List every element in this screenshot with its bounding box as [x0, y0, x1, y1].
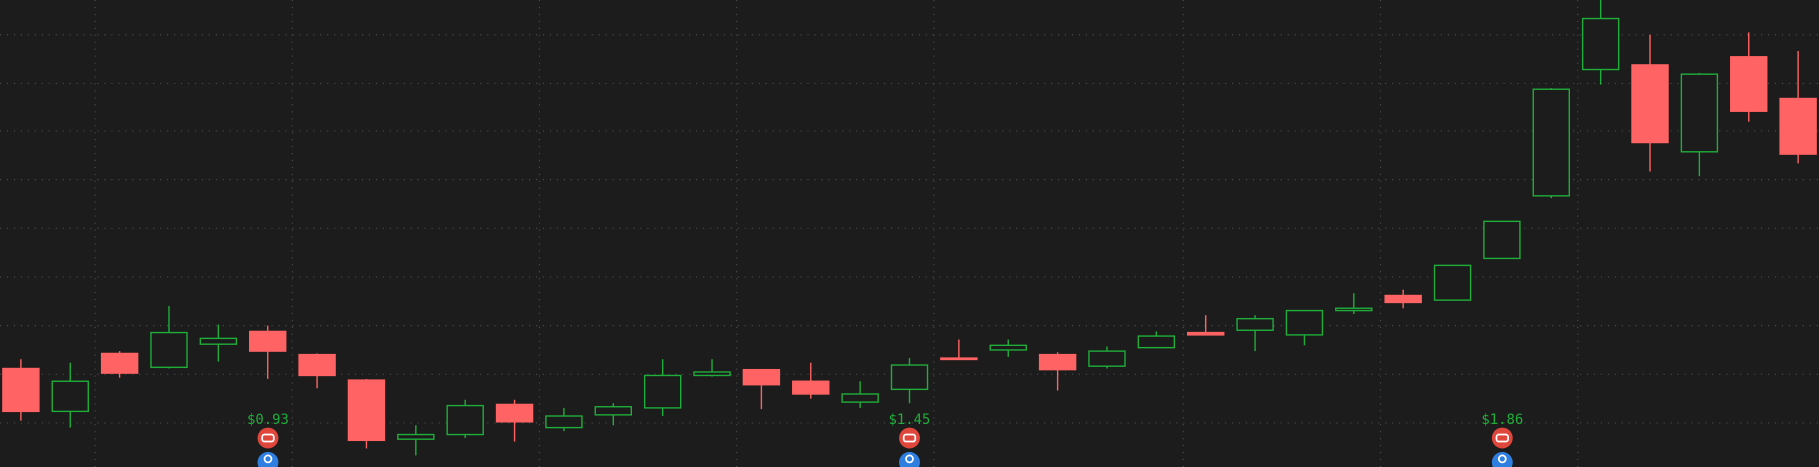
candle-body: [594, 406, 633, 416]
event-markers: $0.93 $1.45 $1.86: [247, 412, 1523, 467]
annotation: $0.93: [247, 412, 289, 428]
candle-body: [841, 393, 879, 403]
candle-body: [742, 368, 781, 386]
candle-body: [1285, 309, 1324, 336]
annotation: $1.86: [1481, 412, 1523, 428]
candle-body: [298, 353, 336, 377]
candles: [2, 0, 1817, 456]
candle-body: [199, 337, 238, 345]
candle-body: [1483, 220, 1521, 260]
candle-body: [249, 330, 287, 352]
candle-body: [1433, 264, 1472, 301]
candle-body: [1581, 17, 1620, 71]
candle-body: [1137, 335, 1176, 349]
candle-body: [1384, 294, 1422, 304]
candle-body: [495, 403, 534, 423]
candle-body: [1680, 73, 1719, 153]
candle-body: [1038, 353, 1077, 371]
candle-body: [51, 380, 89, 413]
candle-body: [989, 344, 1027, 351]
candle-body: [1730, 56, 1768, 112]
annotation: $1.45: [889, 412, 931, 428]
earnings-icon[interactable]: [1491, 427, 1513, 467]
candle-body: [100, 352, 139, 374]
candle-body: [150, 331, 188, 369]
candle-body: [2, 367, 40, 413]
candle-body: [1236, 317, 1274, 331]
candle-body: [693, 371, 731, 377]
candle-body: [1532, 88, 1570, 197]
candle-body: [446, 404, 484, 436]
earnings-icon[interactable]: [899, 427, 920, 467]
earnings-icon[interactable]: [257, 427, 279, 467]
candle-body: [940, 357, 978, 361]
candle-body: [545, 415, 583, 429]
candle-body: [1631, 64, 1669, 144]
candle-body: [1779, 97, 1817, 155]
candle-body: [397, 433, 435, 440]
candle-body: [1186, 331, 1225, 336]
candle-body: [347, 379, 386, 442]
candle-body: [1088, 350, 1126, 367]
candle-body: [1335, 307, 1373, 312]
candle-body: [643, 374, 682, 409]
candle-body: [792, 380, 830, 395]
candle-body: [890, 364, 929, 391]
